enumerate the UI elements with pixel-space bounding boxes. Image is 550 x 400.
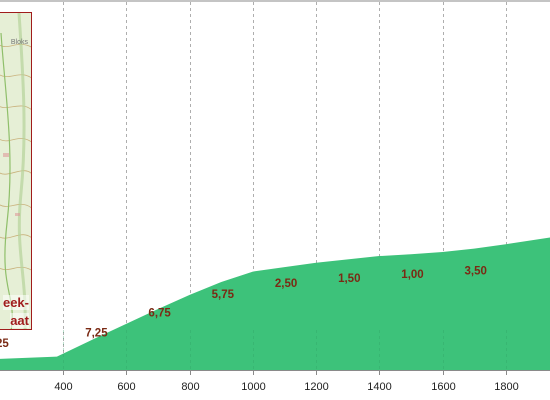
data-label-1: 7,25 [85,328,108,340]
x-tick-label-600: 600 [117,381,135,393]
x-tick-label-1000: 1000 [241,381,265,393]
data-label-0: 25 [0,338,9,350]
data-label-3: 5,75 [212,289,235,301]
map-title-line-2: aat [10,313,29,328]
map-place-label: Bloks [10,39,28,46]
map-title-line-1: eek- [2,295,29,310]
data-label-5: 1,50 [338,273,360,285]
topo-map-image [0,13,31,329]
x-tick-label-1400: 1400 [367,381,391,393]
x-tick-label-1200: 1200 [304,381,328,393]
elevation-area-fill [0,237,550,370]
x-tick-label-400: 400 [54,381,72,393]
data-label-7: 3,50 [465,266,487,278]
elevation-area [0,237,550,370]
data-label-2: 6,75 [148,307,171,319]
x-tick-label-800: 800 [181,381,199,393]
data-label-6: 1,00 [401,269,423,281]
x-axis: 400 600 800 1000 1200 1400 1600 1800 [0,370,550,393]
data-labels: 25 7,25 6,75 5,75 2,50 1,50 1,00 3,50 [0,266,487,351]
data-label-4: 2,50 [275,278,297,290]
x-tick-label-1800: 1800 [494,381,518,393]
x-tick-label-1600: 1600 [431,381,455,393]
map-inset: Bloks eek- aat [0,12,32,330]
